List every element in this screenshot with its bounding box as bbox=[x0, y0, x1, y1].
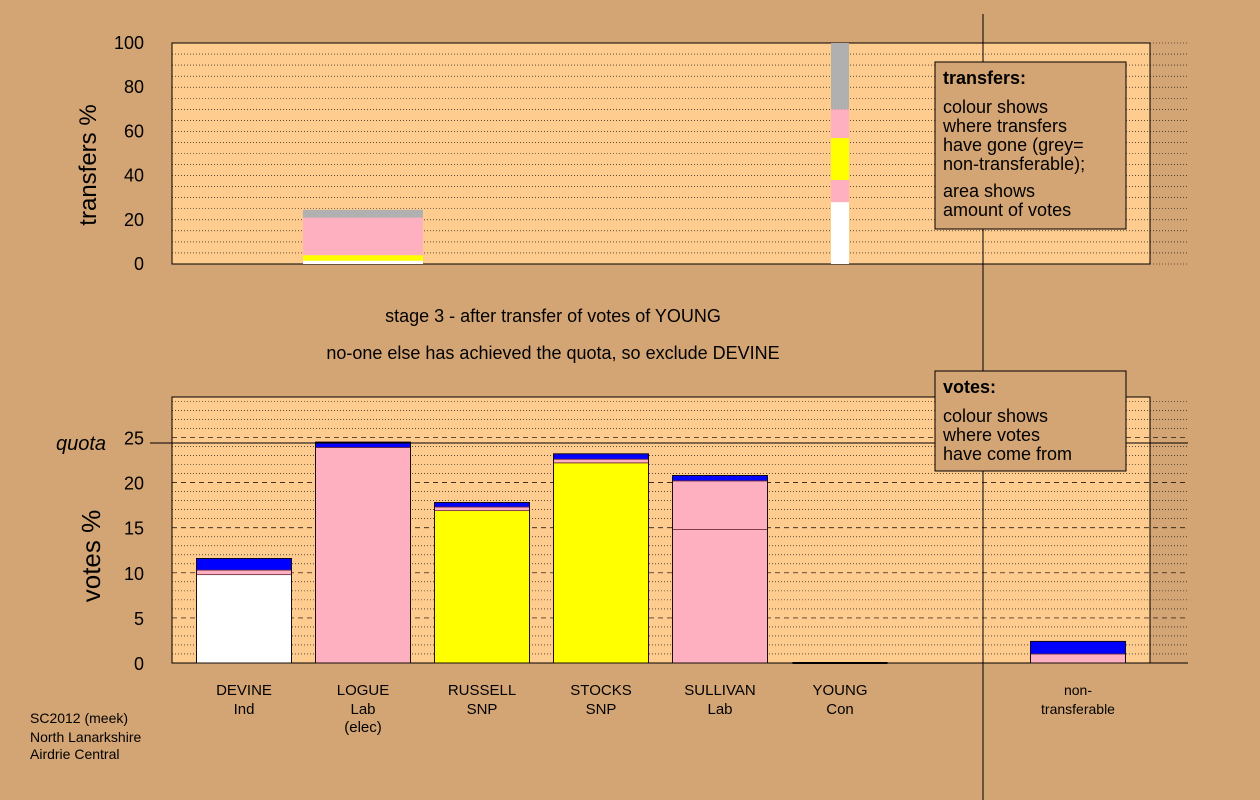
votes-y-ticks: 0 5 10 15 20 25 bbox=[124, 429, 144, 674]
vote-bar-outline bbox=[1030, 640, 1126, 664]
y-tick-label: 25 bbox=[124, 429, 144, 449]
candidate-status: (elec) bbox=[344, 719, 382, 736]
footer-line: Airdrie Central bbox=[30, 746, 119, 762]
vote-segment bbox=[196, 574, 292, 664]
vote-bar-outline bbox=[672, 475, 768, 664]
vote-bar-outline bbox=[434, 502, 530, 664]
transfer-segment bbox=[831, 202, 849, 264]
votes-bars bbox=[196, 441, 1126, 664]
vote-segment bbox=[1030, 640, 1126, 655]
votes-legend-title: votes: bbox=[943, 377, 996, 397]
vote-segment bbox=[315, 447, 411, 664]
transfer-segment bbox=[831, 180, 849, 203]
candidate-party: SNP bbox=[586, 701, 617, 718]
candidate-party: Ind bbox=[234, 701, 255, 718]
votes-y-axis-label: votes % bbox=[76, 510, 106, 603]
candidate-name: RUSSELL bbox=[448, 682, 516, 699]
candidate-party: Lab bbox=[350, 701, 375, 718]
vote-segment bbox=[553, 458, 649, 464]
transfer-segment bbox=[303, 217, 423, 256]
quota-label: quota bbox=[56, 433, 106, 455]
votes-legend-line: colour shows bbox=[943, 406, 1048, 426]
transfer-segment bbox=[303, 255, 423, 261]
candidate-name: SULLIVAN bbox=[684, 682, 755, 699]
vote-segment bbox=[434, 506, 530, 512]
transfer-segment bbox=[831, 43, 849, 110]
vote-segment bbox=[434, 502, 530, 508]
transfer-segment bbox=[831, 109, 849, 139]
y-tick-label: 20 bbox=[124, 474, 144, 494]
candidate-name: LOGUE bbox=[337, 682, 390, 699]
y-tick-label: 100 bbox=[114, 33, 144, 53]
candidate-name: non- bbox=[1064, 682, 1092, 698]
y-tick-label: 20 bbox=[124, 210, 144, 230]
vote-segment bbox=[672, 529, 768, 664]
transfer-segment bbox=[831, 138, 849, 181]
candidate-name: STOCKS bbox=[570, 682, 631, 699]
y-tick-label: 0 bbox=[134, 654, 144, 674]
y-tick-label: 10 bbox=[124, 564, 144, 584]
candidate-party: transferable bbox=[1041, 701, 1115, 717]
transfers-legend-line: amount of votes bbox=[943, 200, 1071, 220]
candidate-name: YOUNG bbox=[812, 682, 867, 699]
vote-bar-outline bbox=[553, 453, 649, 664]
footer-line: SC2012 (meek) bbox=[30, 710, 128, 726]
transfers-y-axis-label: transfers % bbox=[75, 104, 102, 225]
vote-segment bbox=[672, 480, 768, 530]
y-tick-label: 15 bbox=[124, 519, 144, 539]
transfers-legend-line: area shows bbox=[943, 181, 1035, 201]
y-tick-label: 80 bbox=[124, 77, 144, 97]
candidate-labels: DEVINEIndLOGUELab(elec)RUSSELLSNPSTOCKSS… bbox=[216, 682, 1115, 736]
footer: SC2012 (meek) North Lanarkshire Airdrie … bbox=[30, 710, 141, 762]
vote-bar-outline bbox=[315, 441, 411, 664]
stage-note: no-one else has achieved the quota, so e… bbox=[326, 343, 779, 363]
y-tick-label: 5 bbox=[134, 609, 144, 629]
votes-legend-box: votes: colour shows where votes have com… bbox=[934, 370, 1127, 472]
vote-segment bbox=[196, 569, 292, 576]
candidate-party: Con bbox=[826, 701, 854, 718]
y-tick-label: 60 bbox=[124, 121, 144, 141]
transfers-y-ticks: 0 20 40 60 80 100 bbox=[114, 33, 144, 274]
footer-line: North Lanarkshire bbox=[30, 729, 141, 745]
transfers-legend-line: where transfers bbox=[942, 116, 1067, 136]
candidate-party: Lab bbox=[707, 701, 732, 718]
stage-title: stage 3 - after transfer of votes of YOU… bbox=[385, 306, 721, 326]
transfers-legend-title: transfers: bbox=[943, 68, 1026, 88]
transfers-legend-line: colour shows bbox=[943, 97, 1048, 117]
y-tick-label: 40 bbox=[124, 166, 144, 186]
vote-segment bbox=[553, 462, 649, 664]
y-tick-label: 0 bbox=[134, 254, 144, 274]
transfers-legend-box: transfers: colour shows where transfers … bbox=[934, 61, 1127, 230]
transfers-legend-line: have gone (grey= bbox=[943, 135, 1084, 155]
transfer-segment bbox=[303, 260, 423, 264]
vote-segment bbox=[672, 475, 768, 482]
candidate-party: SNP bbox=[467, 701, 498, 718]
candidate-name: DEVINE bbox=[216, 682, 272, 699]
transfers-legend-line: non-transferable); bbox=[943, 154, 1085, 174]
vote-segment bbox=[434, 510, 530, 664]
transfer-segment bbox=[303, 209, 423, 218]
votes-legend-line: have come from bbox=[943, 444, 1072, 464]
votes-legend-line: where votes bbox=[942, 425, 1040, 445]
vote-segment bbox=[196, 558, 292, 571]
transfers-bars bbox=[303, 43, 849, 264]
vote-bar-outline bbox=[196, 558, 292, 664]
vote-segment bbox=[553, 453, 649, 460]
vote-segment bbox=[1030, 653, 1126, 664]
